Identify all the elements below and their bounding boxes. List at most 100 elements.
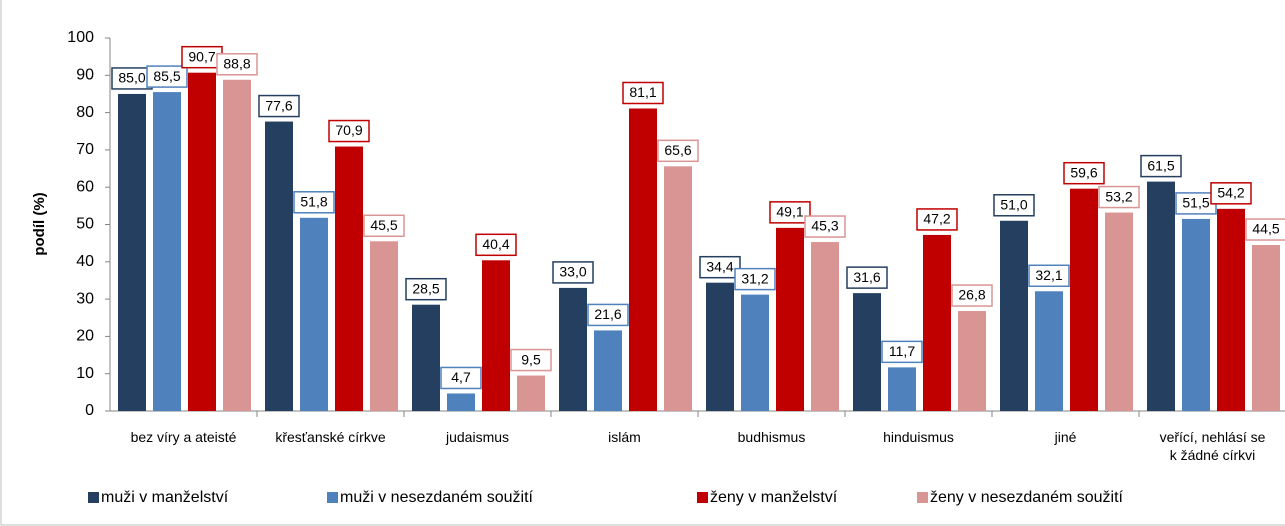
value-label-box: [475, 233, 517, 257]
value-label-box: [440, 366, 482, 390]
bar: [923, 234, 951, 411]
value-label: 28,5: [412, 280, 439, 296]
y-tick-label: 60: [76, 178, 94, 195]
value-label: 26,8: [958, 287, 985, 303]
value-label-box: [881, 340, 923, 364]
bar: [188, 72, 216, 412]
bar: [741, 294, 769, 411]
value-label: 61,5: [1147, 157, 1174, 173]
bar: [1252, 245, 1280, 411]
legend-swatch: [88, 492, 99, 503]
x-tick-label: jiné: [1054, 429, 1077, 445]
bar: [223, 79, 251, 411]
value-label: 44,5: [1252, 221, 1279, 237]
value-label: 59,6: [1070, 164, 1097, 180]
value-label: 11,7: [889, 343, 915, 359]
value-label: 54,2: [1217, 185, 1244, 201]
x-tick-label: judaismus: [445, 429, 510, 445]
bar: [265, 121, 293, 411]
value-label-box: [293, 191, 335, 214]
value-label: 88,8: [223, 55, 250, 71]
value-label-box: [146, 65, 188, 88]
bar: [370, 241, 398, 411]
y-tick-label: 80: [76, 104, 94, 121]
bar: [629, 108, 657, 411]
value-label: 47,2: [923, 211, 950, 227]
y-axis-title: podíl (%): [31, 192, 48, 255]
value-label: 32,1: [1035, 267, 1062, 283]
x-tick-label: hinduismus: [883, 429, 954, 445]
value-label-box: [769, 201, 811, 224]
value-label-box: [1140, 154, 1182, 178]
value-label-box: [993, 194, 1035, 217]
value-label-box: [328, 119, 370, 143]
y-tick-label: 0: [85, 402, 94, 419]
value-label: 53,2: [1105, 188, 1132, 204]
value-label-box: [405, 277, 447, 301]
legend-swatch: [327, 492, 338, 503]
y-tick-label: 30: [76, 290, 94, 307]
value-label: 40,4: [482, 236, 509, 252]
bar: [118, 93, 146, 411]
legend-label: muži v nesezdaném soužití: [340, 489, 534, 506]
value-label: 31,6: [853, 269, 880, 285]
value-label: 65,6: [664, 142, 691, 158]
y-tick-label: 10: [76, 365, 94, 382]
value-label-box: [552, 261, 594, 284]
value-label-box: [1063, 161, 1105, 185]
value-label-box: [587, 303, 629, 327]
bar: [776, 227, 804, 411]
bar: [1000, 220, 1028, 411]
bar: [958, 311, 986, 411]
bar: [447, 393, 475, 411]
value-label-box: [258, 94, 300, 118]
value-label: 49,1: [776, 204, 803, 220]
bar: [559, 287, 587, 411]
value-label: 45,5: [370, 217, 397, 233]
bar: [853, 293, 881, 411]
bar: [594, 330, 622, 411]
legend-label: muži v manželství: [101, 489, 229, 506]
bar: [1070, 188, 1098, 411]
value-label-box: [1028, 264, 1070, 288]
value-label-box: [363, 214, 405, 238]
value-label-box: [510, 348, 552, 372]
value-label: 70,9: [335, 122, 362, 138]
x-tick-label: veřící, nehlásí se k žádné církvi: [1159, 429, 1266, 463]
y-tick-label: 20: [76, 328, 94, 345]
legend-label: ženy v manželství: [710, 489, 838, 506]
value-label: 31,2: [741, 270, 768, 286]
value-label: 85,5: [153, 68, 180, 84]
bar: [1217, 208, 1245, 411]
bar: [300, 217, 328, 411]
value-label: 77,6: [265, 97, 292, 113]
value-label: 51,5: [1182, 195, 1209, 211]
value-label-box: [951, 284, 993, 307]
value-label: 9,5: [521, 351, 541, 367]
y-tick-label: 50: [76, 216, 94, 233]
bar: [1147, 181, 1175, 411]
legend-swatch: [917, 492, 928, 503]
bar: [412, 304, 440, 411]
bar: [517, 375, 545, 411]
value-label-box: [622, 81, 664, 105]
value-label: 51,8: [300, 193, 327, 209]
bar: [811, 242, 839, 411]
value-label-box: [1210, 182, 1252, 205]
bar: [1182, 218, 1210, 411]
bar: [482, 260, 510, 411]
x-tick-label: budhismus: [737, 429, 806, 445]
y-tick-label: 90: [76, 67, 94, 84]
y-tick-label: 40: [76, 253, 94, 270]
y-tick-label: 70: [76, 141, 94, 158]
value-label-box: [1098, 185, 1140, 209]
value-label: 81,1: [629, 84, 656, 100]
bar: [1035, 291, 1063, 411]
value-label: 34,4: [706, 258, 733, 274]
value-label: 21,6: [594, 306, 621, 322]
value-label: 51,0: [1000, 196, 1027, 212]
bar: [706, 282, 734, 411]
value-label-box: [734, 267, 776, 291]
